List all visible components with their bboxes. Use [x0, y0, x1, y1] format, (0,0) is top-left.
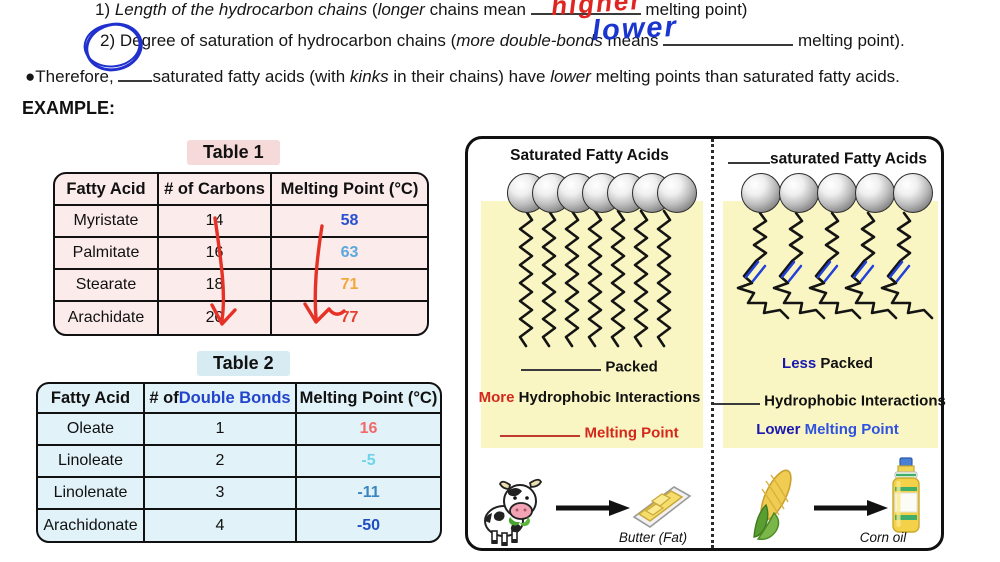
table2-cell-acid: Oleate: [38, 414, 145, 446]
table1-cell-acid: Palmitate: [55, 238, 159, 270]
table1-cell-carbons: 16: [159, 238, 272, 270]
corn-icon: [753, 469, 792, 541]
butter-icon: [632, 486, 692, 528]
table2-cell-mp: -50: [356, 516, 381, 534]
table1-cell-mp: 77: [340, 309, 359, 326]
note-line-1: 1) Length of the hydrocarbon chains (lon…: [95, 0, 747, 20]
table2-cell-mp: 16: [297, 414, 440, 446]
bullet-icon: ●: [25, 67, 36, 87]
dotted-divider: [711, 139, 714, 548]
table1-title: Table 1: [187, 140, 280, 165]
table1-cell-carbons: 18: [159, 270, 272, 302]
saturated-title: Saturated Fatty Acids: [510, 147, 669, 164]
table1-cell-mp: 63: [272, 238, 427, 270]
arrow-icon: [814, 500, 888, 516]
table2-cell-acid: Linolenate: [38, 478, 145, 510]
straight-chains-graphic: [518, 209, 672, 348]
table2-cell-bonds: 3: [145, 478, 297, 510]
blank-underline: [118, 64, 153, 83]
table2-col-header: # of Double Bonds: [145, 384, 297, 414]
kinked-chains-graphic: [736, 211, 934, 320]
note-line-2: 2) Degree of saturation of hydrocarbon c…: [100, 28, 905, 51]
table1: Fatty Acid # of Carbons Melting Point (°…: [53, 172, 429, 336]
cow-icon: [484, 478, 543, 546]
example-heading: EXAMPLE:: [22, 98, 116, 118]
lipid-head-sphere: [741, 173, 781, 213]
table1-col-header: Fatty Acid: [55, 174, 159, 206]
table2: Fatty Acid # of Double Bonds Melting Poi…: [36, 382, 442, 543]
lipid-head-sphere: [657, 173, 697, 213]
lipid-head-sphere: [817, 173, 857, 213]
table1-cell-acid: Myristate: [55, 206, 159, 238]
less-highlight: Less: [782, 355, 817, 372]
note-line-3: ●Therefore, saturated fatty acids (with …: [25, 64, 900, 87]
table1-col-header: # of Carbons: [159, 174, 272, 206]
more-highlight: More: [478, 389, 515, 406]
blank-underline: [663, 28, 794, 47]
table1-cell-carbons: 20: [159, 302, 272, 334]
packed-line-right: Less Packed: [782, 355, 873, 372]
table2-title: Table 2: [197, 351, 290, 376]
table2-cell-mp: -11: [297, 478, 440, 510]
lipid-head-sphere: [779, 173, 819, 213]
table1-cell-mp: 58: [272, 206, 427, 238]
arrow-icon: [556, 500, 630, 516]
table1-cell-mp: 71: [272, 270, 427, 302]
hydrophobic-line-left: More Hydrophobic Interactions: [478, 389, 701, 406]
melting-line-right: Lower Melting Point: [756, 421, 899, 438]
blank-underline: [727, 147, 770, 164]
table1-cell-acid: Arachidate: [55, 302, 159, 334]
corn-oil-caption: Corn oil: [859, 530, 907, 545]
butter-caption: Butter (Fat): [618, 530, 688, 545]
oil-bottle-icon: [892, 457, 920, 533]
blank-underline: [530, 0, 641, 16]
saturation-comparison-panel: Saturated Fatty Acids Packed More Hydrop…: [465, 136, 946, 551]
blank-underline: [521, 355, 602, 372]
table1-cell-acid: Stearate: [55, 270, 159, 302]
table2-cell-acid: Arachidonate: [38, 510, 145, 541]
table1-cell-carbons: 14: [159, 206, 272, 238]
hydrophobic-line-right: Hydrophobic Interactions: [714, 389, 946, 409]
table2-cell-bonds: 2: [145, 446, 297, 478]
blank-underline: [714, 389, 760, 406]
lipid-heads-left: [507, 173, 697, 213]
melting-line-left: Melting Point: [468, 421, 711, 441]
note-line-1-italic: Length of the hydrocarbon chains: [114, 0, 368, 20]
double-bonds-highlight: Double Bonds: [178, 388, 291, 407]
lipid-head-sphere: [855, 173, 895, 213]
handwritten-annotation-lower: lower: [591, 10, 679, 48]
lipid-heads-right: [741, 173, 933, 213]
table2-cell-bonds: 1: [145, 414, 297, 446]
table1-col-header: Melting Point (°C): [272, 174, 427, 206]
lower-highlight: Lower: [756, 421, 801, 438]
table2-cell-bonds: 4: [145, 510, 297, 541]
table2-col-header: Melting Point (°C): [297, 384, 440, 414]
table2-cell-mp: -5: [297, 446, 440, 478]
lipid-head-sphere: [893, 173, 933, 213]
table2-col-header: Fatty Acid: [38, 384, 145, 414]
table2-cell-acid: Linoleate: [38, 446, 145, 478]
packed-line-left: Packed: [468, 355, 711, 375]
note-line-1-number: 1): [95, 0, 115, 20]
unsaturated-title: saturated Fatty Acids: [714, 147, 941, 169]
blank-underline: [500, 421, 581, 438]
